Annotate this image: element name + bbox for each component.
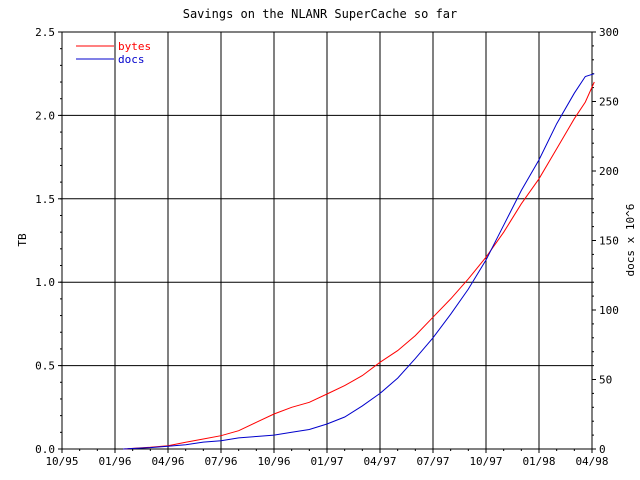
y-left-tick-label: 0.5 — [35, 360, 55, 373]
y-right-tick-label: 100 — [599, 304, 619, 317]
x-tick-label: 04/96 — [151, 455, 184, 468]
y-left-tick-label: 1.0 — [35, 276, 55, 289]
y-left-tick-label: 2.0 — [35, 109, 55, 122]
legend-label-bytes: bytes — [118, 40, 151, 53]
series-group — [123, 73, 595, 450]
y-right-tick-label: 250 — [599, 96, 619, 109]
y-right-tick-label: 150 — [599, 235, 619, 248]
y-left-tick-label: 0.0 — [35, 443, 55, 456]
y-axis-left-label: TB — [16, 233, 29, 247]
x-tick-label: 04/98 — [575, 455, 608, 468]
y-axis-right-label: docs x 10^6 — [624, 204, 637, 277]
series-line-bytes — [123, 81, 595, 450]
x-tick-label: 01/98 — [522, 455, 555, 468]
y-axis-right: 0 50 100 150 200 250 300 — [592, 26, 619, 456]
y-left-tick-label: 1.5 — [35, 193, 55, 206]
legend: bytes docs — [76, 40, 151, 66]
legend-label-docs: docs — [118, 53, 145, 66]
x-axis: 10/95 01/96 04/96 07/96 10/96 01/97 04/97 07/97… — [45, 449, 609, 468]
x-tick-label: 10/96 — [257, 455, 290, 468]
y-axis-left: 0.0 0.5 1.0 1.5 2.0 2.5 — [35, 26, 62, 456]
x-tick-label: 07/96 — [204, 455, 237, 468]
chart-title: Savings on the NLANR SuperCache so far — [183, 7, 458, 21]
x-tick-label: 01/97 — [310, 455, 343, 468]
x-tick-label: 07/97 — [416, 455, 449, 468]
x-tick-label: 04/97 — [363, 455, 396, 468]
y-right-tick-label: 300 — [599, 26, 619, 39]
x-tick-label: 10/95 — [45, 455, 78, 468]
y-right-tick-label: 200 — [599, 165, 619, 178]
x-tick-label: 10/97 — [469, 455, 502, 468]
y-right-tick-label: 0 — [599, 443, 606, 456]
y-left-tick-label: 2.5 — [35, 26, 55, 39]
series-line-docs — [123, 73, 595, 450]
grid — [62, 32, 592, 449]
x-tick-label: 01/96 — [98, 455, 131, 468]
y-right-tick-label: 50 — [599, 374, 612, 387]
